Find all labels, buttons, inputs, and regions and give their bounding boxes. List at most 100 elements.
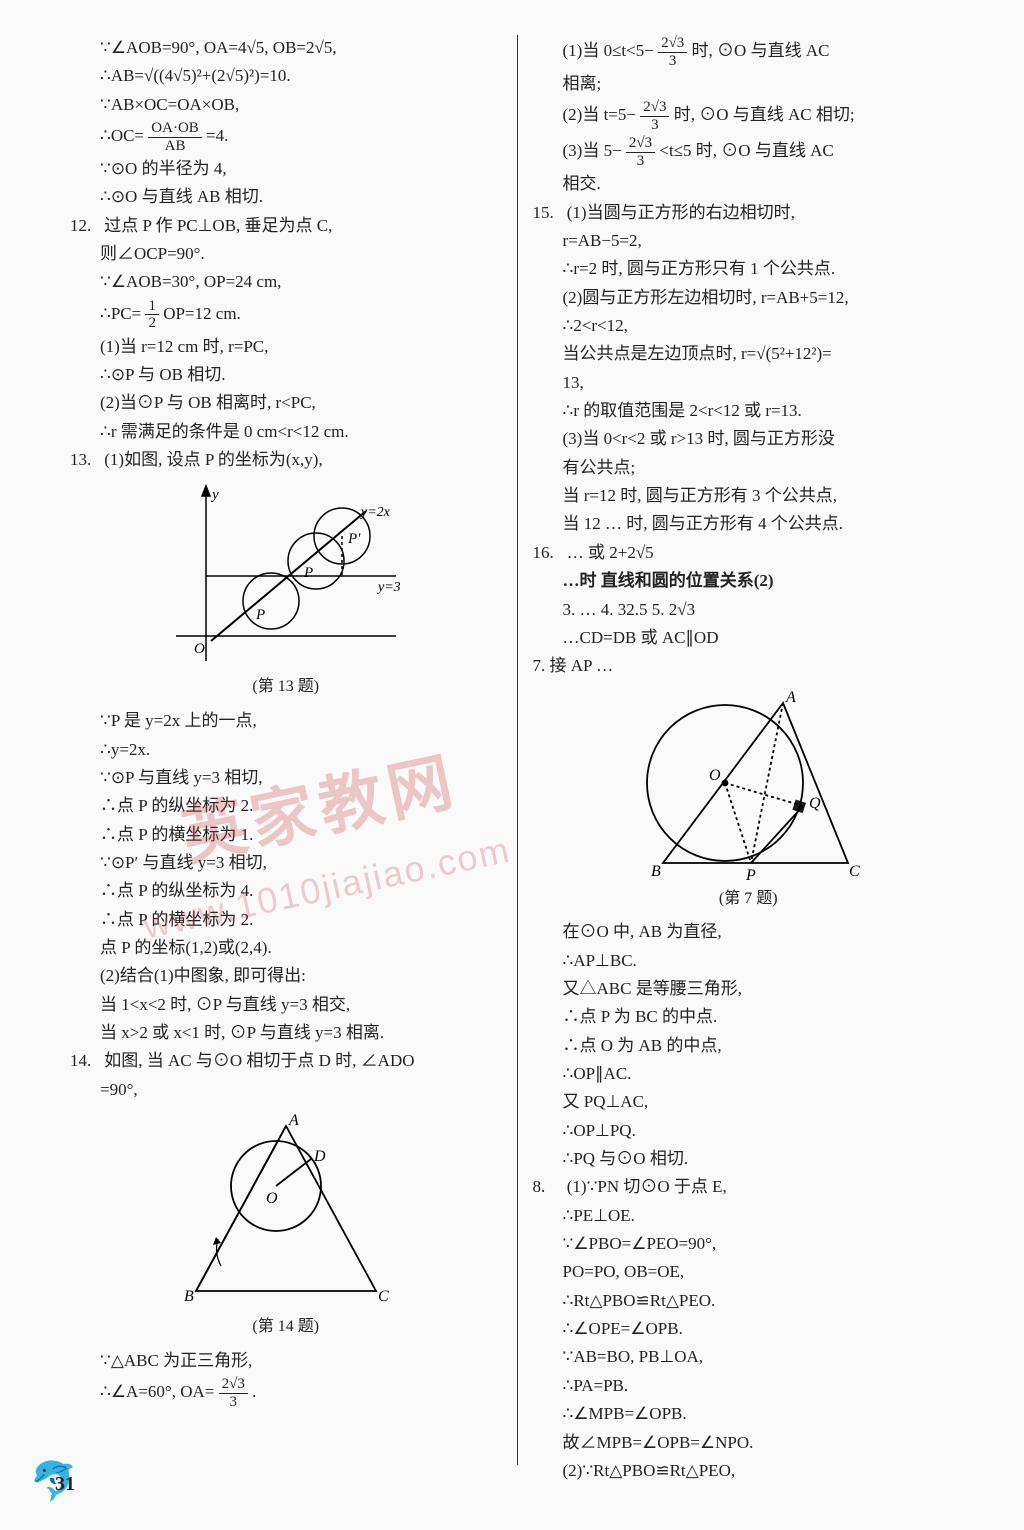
problem-number: 8. xyxy=(533,1174,563,1200)
figure-7: A B C O P Q (第 7 题) xyxy=(533,688,965,912)
fig7-svg: A B C O P Q xyxy=(633,688,863,883)
numerator: OA·OB xyxy=(148,120,202,138)
problem-number: 16. xyxy=(533,540,563,566)
fraction: 2√3 3 xyxy=(626,135,655,169)
text: (2)当⊙P 与 OB 相离时, r<PC, xyxy=(70,390,502,416)
text: =90°, xyxy=(70,1077,502,1103)
text: (1)当 0≤t<5− 2√3 3 时, ⊙O 与直线 AC xyxy=(533,35,965,69)
numerator: 2√3 xyxy=(658,35,687,53)
problem-14: 14. 如图, 当 AC 与⊙O 相切于点 D 时, ∠ADO xyxy=(70,1048,502,1074)
text: =4. xyxy=(206,126,228,145)
text: (1)当 r=12 cm 时, r=PC, xyxy=(70,334,502,360)
problem-number: 12. xyxy=(70,213,100,239)
text: ∴Rt△PBO≌Rt△PEO. xyxy=(533,1288,965,1314)
figure-caption: (第 14 题) xyxy=(70,1315,502,1340)
text: ∴⊙P 与 OB 相切. xyxy=(70,362,502,388)
problem-15: 15. (1)当圆与正方形的右边相切时, xyxy=(533,200,965,226)
fraction: 2√3 3 xyxy=(640,99,669,133)
text: 当 1<x<2 时, ⊙P 与直线 y=3 相交, xyxy=(70,992,502,1018)
text: (3)当 0<r<2 或 r>13 时, 圆与正方形没 xyxy=(533,426,965,452)
left-column: ∵∠AOB=90°, OA=4√5, OB=2√5, ∴AB=√((4√5)²+… xyxy=(55,35,518,1465)
text: 又△ABC 是等腰三角形, xyxy=(533,976,965,1002)
text: ∴OP⊥PQ. xyxy=(533,1118,965,1144)
text: 当 r=12 时, 圆与正方形有 3 个公共点, xyxy=(533,483,965,509)
text: 相交. xyxy=(533,171,965,197)
text: 故∠MPB=∠OPB=∠NPO. xyxy=(533,1430,965,1456)
fig-label: A xyxy=(785,689,796,706)
text: ∵⊙O 的半径为 4, xyxy=(70,156,502,182)
text: ∵△ABC 为正三角形, xyxy=(70,1348,502,1374)
text: ∴⊙O 与直线 AB 相切. xyxy=(70,184,502,210)
text: ∴r 的取值范围是 2<r<12 或 r=13. xyxy=(533,398,965,424)
text: ∵AB=BO, PB⊥OA, xyxy=(533,1344,965,1370)
denominator: 3 xyxy=(626,153,655,170)
text: ∵⊙P 与直线 y=3 相切, xyxy=(70,765,502,791)
problem-12: 12. 过点 P 作 PC⊥OB, 垂足为点 C, xyxy=(70,213,502,239)
fraction: 1 2 xyxy=(145,298,159,332)
text: ∵AB×OC=OA×OB, xyxy=(70,92,502,118)
problem-7: 7. 接 AP … xyxy=(533,653,965,679)
text: 13, xyxy=(533,370,965,396)
text: ∴PQ 与⊙O 相切. xyxy=(533,1146,965,1172)
numerator: 2√3 xyxy=(219,1376,248,1394)
fig13-svg: y O y=2x y=3 P P P' xyxy=(166,481,406,671)
fig-label: P xyxy=(255,607,265,623)
fraction: OA·OB AB xyxy=(148,120,202,154)
text: <t≤5 时, ⊙O 与直线 AC xyxy=(659,141,833,160)
fig-label: O xyxy=(266,1190,278,1207)
text: ∴点 P 为 BC 的中点. xyxy=(533,1004,965,1030)
text: 时, ⊙O 与直线 AC xyxy=(692,41,830,60)
fraction: 2√3 3 xyxy=(658,35,687,69)
text: ∴点 P 的横坐标为 2. xyxy=(70,907,502,933)
text: ∴∠A=60°, OA= xyxy=(100,1382,214,1401)
fig-label: D xyxy=(313,1148,326,1165)
text: … 或 2+2√5 xyxy=(567,543,654,562)
text: OP=12 cm. xyxy=(163,304,241,323)
fig-label: P xyxy=(303,565,313,581)
text: (1)如图, 设点 P 的坐标为(x,y), xyxy=(104,450,322,469)
text: ∴∠A=60°, OA= 2√3 3 . xyxy=(70,1376,502,1410)
problem-8: 8. (1)∵PN 切⊙O 于点 E, xyxy=(533,1174,965,1200)
text: ∴r=2 时, 圆与正方形只有 1 个公共点. xyxy=(533,256,965,282)
text: ∴r 需满足的条件是 0 cm<r<12 cm. xyxy=(70,419,502,445)
text: (2)当 t=5− 2√3 3 时, ⊙O 与直线 AC 相切; xyxy=(533,99,965,133)
text: (3)当 5− xyxy=(563,141,622,160)
text: ∴PA=PB. xyxy=(533,1373,965,1399)
fig-label: P' xyxy=(347,531,361,547)
denominator: 3 xyxy=(640,117,669,134)
figure-13: y O y=2x y=3 P P P' (第 13 题) xyxy=(70,481,502,700)
text: (2)结合(1)中图象, 即可得出: xyxy=(70,963,502,989)
text: (3)当 5− 2√3 3 <t≤5 时, ⊙O 与直线 AC xyxy=(533,135,965,169)
text: ∴点 P 的纵坐标为 4. xyxy=(70,878,502,904)
text: (2)圆与正方形左边相切时, r=AB+5=12, xyxy=(533,285,965,311)
text: (1)当 0≤t<5− xyxy=(563,41,654,60)
figure-caption: (第 7 题) xyxy=(533,887,965,912)
text: …CD=DB 或 AC∥OD xyxy=(533,625,965,651)
text: ∴点 O 为 AB 的中点, xyxy=(533,1033,965,1059)
fig14-svg: A B C D O xyxy=(166,1111,406,1311)
fig-label: y=2x xyxy=(359,505,391,520)
text: 3. … 4. 32.5 5. 2√3 xyxy=(533,597,965,623)
text: 如图, 当 AC 与⊙O 相切于点 D 时, ∠ADO xyxy=(104,1051,414,1070)
text: ∴PC= 1 2 OP=12 cm. xyxy=(70,298,502,332)
figure-14: A B C D O (第 14 题) xyxy=(70,1111,502,1340)
text: ∴∠OPE=∠OPB. xyxy=(533,1316,965,1342)
text: ∴PE⊥OE. xyxy=(533,1203,965,1229)
text: ∵⊙P′ 与直线 y=3 相切, xyxy=(70,850,502,876)
text: r=AB−5=2, xyxy=(533,228,965,254)
text: 在⊙O 中, AB 为直径, xyxy=(533,919,965,945)
denominator: AB xyxy=(148,138,202,155)
denominator: 3 xyxy=(658,53,687,70)
fig-label: P xyxy=(745,867,756,883)
figure-caption: (第 13 题) xyxy=(70,675,502,700)
text: 点 P 的坐标(1,2)或(2,4). xyxy=(70,935,502,961)
problem-16: 16. … 或 2+2√5 xyxy=(533,540,965,566)
text: ∴OC= OA·OB AB =4. xyxy=(70,120,502,154)
numerator: 2√3 xyxy=(626,135,655,153)
fig-label: O xyxy=(709,767,721,784)
text: ∴∠MPB=∠OPB. xyxy=(533,1401,965,1427)
text: 当 12 … 时, 圆与正方形有 4 个公共点. xyxy=(533,511,965,537)
section-title: …时 直线和圆的位置关系(2) xyxy=(533,568,965,594)
denominator: 3 xyxy=(219,1394,248,1411)
text: (1)当圆与正方形的右边相切时, xyxy=(567,203,795,222)
